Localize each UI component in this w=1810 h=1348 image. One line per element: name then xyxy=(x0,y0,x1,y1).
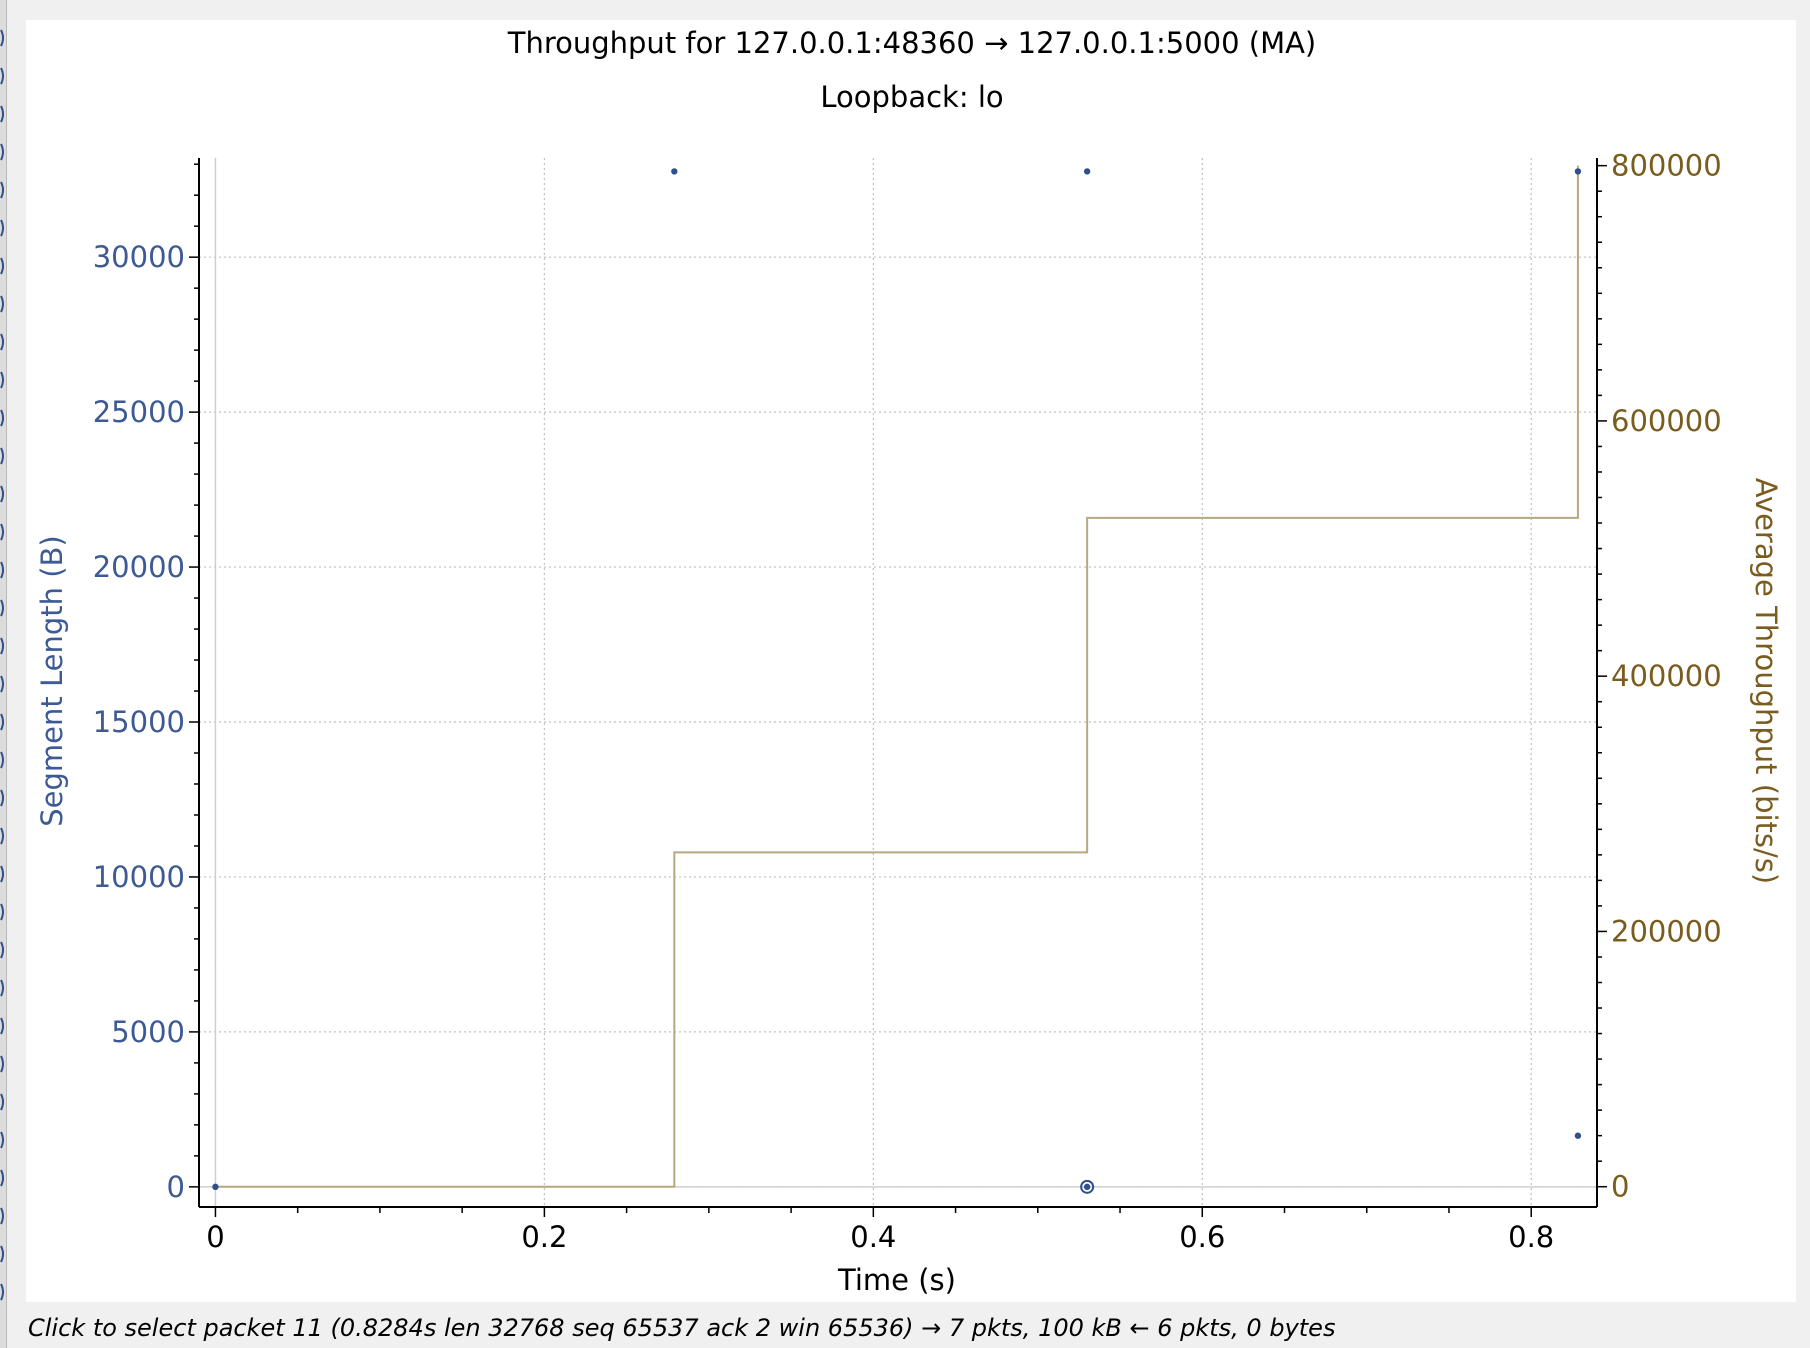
grid-lines xyxy=(199,158,1597,1207)
y-tick-label: 30000 xyxy=(93,240,185,274)
edge-mark xyxy=(0,1207,4,1225)
segment-point xyxy=(1574,168,1582,175)
edge-mark xyxy=(0,485,4,503)
edge-mark xyxy=(0,1283,4,1301)
edge-mark xyxy=(0,29,4,47)
edge-mark xyxy=(0,1055,4,1073)
edge-mark xyxy=(0,561,4,579)
throughput-step-line xyxy=(215,165,1579,1188)
throughput-plot-area[interactable]: 0 0.2 0.4 0.6 0.8 0 5000 10000 15000 20000 25000 30… xyxy=(26,20,1796,1302)
y-tick-label: 15000 xyxy=(93,705,185,739)
edge-mark xyxy=(0,67,4,85)
window-edge-decoration xyxy=(0,29,4,1301)
x-tick-label: 0 xyxy=(206,1220,224,1254)
y2-axis-label: Average Throughput (bits/s) xyxy=(1749,478,1783,884)
y-axis-label: Segment Length (B) xyxy=(35,535,69,827)
edge-mark xyxy=(0,637,4,655)
segment-point xyxy=(1083,168,1091,175)
selected-point-marker xyxy=(1080,1179,1095,1194)
x-tick-label: 0.4 xyxy=(850,1220,896,1254)
y-tick-label: 25000 xyxy=(93,395,185,429)
y2-tick-label: 800000 xyxy=(1611,149,1722,183)
x-tick-label: 0.6 xyxy=(1179,1220,1225,1254)
y2-tick-label: 0 xyxy=(1611,1170,1629,1204)
y-tick-label: 5000 xyxy=(111,1015,185,1049)
throughput-chart[interactable]: 0 0.2 0.4 0.6 0.8 0 5000 10000 15000 20000 25000 30… xyxy=(26,20,1796,1302)
edge-mark xyxy=(0,903,4,921)
window-left-edge xyxy=(0,0,7,1348)
edge-mark xyxy=(0,675,4,693)
x-tick-label: 0.2 xyxy=(521,1220,567,1254)
edge-mark xyxy=(0,143,4,161)
edge-mark xyxy=(0,827,4,845)
chart-title: Throughput for 127.0.0.1:48360 → 127.0.0… xyxy=(507,26,1317,60)
edge-mark xyxy=(0,371,4,389)
chart-subtitle: Loopback: lo xyxy=(820,80,1003,114)
segment-point xyxy=(212,1183,219,1191)
y2-tick-label: 600000 xyxy=(1611,404,1722,438)
segment-point xyxy=(671,168,678,175)
y2-tick-label: 400000 xyxy=(1611,659,1722,693)
edge-mark xyxy=(0,599,4,617)
edge-mark xyxy=(0,409,4,427)
y-tick-label: 0 xyxy=(167,1170,185,1204)
edge-mark xyxy=(0,1169,4,1187)
y2-tick-label: 200000 xyxy=(1611,914,1722,948)
x-tick-label: 0.8 xyxy=(1508,1220,1554,1254)
edge-mark xyxy=(0,295,4,313)
y-tick-label: 10000 xyxy=(93,860,185,894)
edge-mark xyxy=(0,105,4,123)
edge-mark xyxy=(0,1131,4,1149)
edge-mark xyxy=(0,865,4,883)
edge-mark xyxy=(0,447,4,465)
edge-mark xyxy=(0,751,4,769)
segment-point xyxy=(1574,1132,1582,1139)
edge-mark xyxy=(0,257,4,275)
edge-mark xyxy=(0,941,4,959)
edge-mark xyxy=(0,219,4,237)
status-bar: Click to select packet 11 (0.8284s len 3… xyxy=(28,1314,1336,1342)
axes: 0 0.2 0.4 0.6 0.8 0 5000 10000 15000 20000 25000 30… xyxy=(93,149,1722,1254)
edge-mark xyxy=(0,523,4,541)
edge-mark xyxy=(0,979,4,997)
selected-point-center xyxy=(1084,1184,1090,1190)
edge-mark xyxy=(0,789,4,807)
y-tick-label: 20000 xyxy=(93,550,185,584)
edge-mark xyxy=(0,713,4,731)
x-axis-label: Time (s) xyxy=(837,1263,956,1297)
edge-mark xyxy=(0,1245,4,1263)
edge-mark xyxy=(0,333,4,351)
edge-mark xyxy=(0,1093,4,1111)
edge-mark xyxy=(0,1017,4,1035)
edge-mark xyxy=(0,181,4,199)
series-layer xyxy=(212,165,1582,1194)
